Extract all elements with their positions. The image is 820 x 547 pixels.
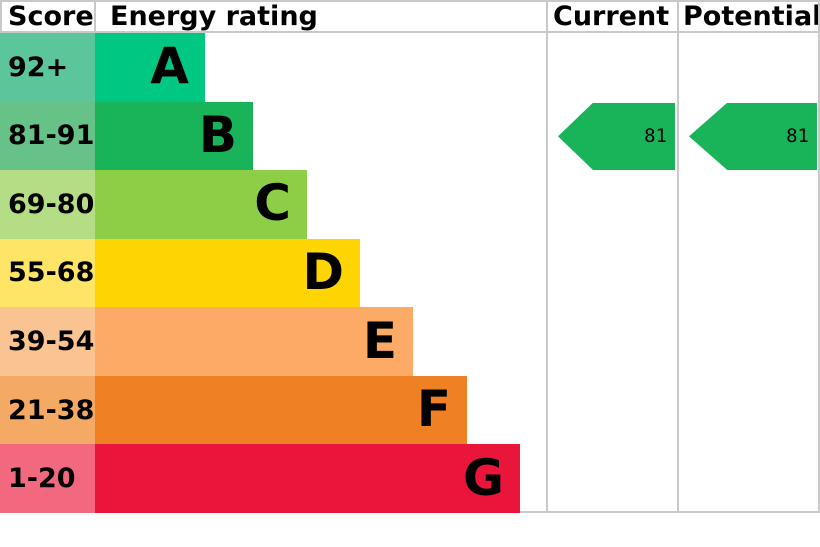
- band-letter: C: [254, 174, 291, 233]
- table-top-border: [0, 0, 820, 2]
- band-bar-f: F: [95, 375, 467, 445]
- potential-rating-arrow-value: 81: [786, 124, 809, 147]
- band-bar-e: E: [95, 307, 413, 376]
- band-score-range: 69-80: [0, 170, 95, 239]
- band-bar-a: A: [95, 33, 205, 102]
- band-bar-d: D: [95, 238, 360, 308]
- header-current: Current: [553, 1, 670, 32]
- band-letter: A: [150, 37, 189, 96]
- band-score-range: 1-20: [0, 444, 95, 513]
- current-rating-arrow: 81: [558, 102, 675, 171]
- bands: 92+ A 81-91 B 69-80 C 55-68 D 39-54 E 21-38 F 1-20 G: [0, 33, 547, 513]
- header-potential: Potential: [683, 1, 820, 32]
- potential-column-divider: [677, 0, 679, 513]
- current-rating-arrow-value: 81: [644, 124, 667, 147]
- band-bar-g: G: [95, 444, 520, 513]
- band-score-range: 81-91: [0, 101, 95, 171]
- potential-rating-arrow: 81: [689, 102, 817, 171]
- band-row-b: 81-91 B: [0, 101, 547, 171]
- band-letter: G: [462, 448, 504, 507]
- band-row-a: 92+ A: [0, 33, 547, 102]
- band-bar-b: B: [95, 101, 253, 171]
- band-letter: D: [302, 242, 344, 301]
- band-score-range: 21-38: [0, 375, 95, 445]
- band-row-d: 55-68 D: [0, 238, 547, 308]
- band-letter: B: [198, 105, 237, 164]
- band-letter: F: [416, 380, 451, 439]
- band-row-f: 21-38 F: [0, 375, 547, 445]
- header-score: Score: [8, 1, 94, 32]
- header-bottom-border: [0, 31, 820, 33]
- header-left-border: [0, 0, 2, 33]
- band-score-range: 55-68: [0, 238, 95, 308]
- current-column-divider: [546, 0, 548, 513]
- band-score-range: 92+: [0, 33, 95, 102]
- table-right-border: [818, 0, 820, 513]
- header-score-divider: [94, 0, 96, 33]
- band-score-range: 39-54: [0, 307, 95, 376]
- band-row-e: 39-54 E: [0, 307, 547, 376]
- band-row-g: 1-20 G: [0, 444, 547, 513]
- band-letter: E: [362, 311, 397, 370]
- band-bar-c: C: [95, 170, 307, 239]
- band-row-c: 69-80 C: [0, 170, 547, 239]
- header-energy-rating: Energy rating: [110, 1, 318, 32]
